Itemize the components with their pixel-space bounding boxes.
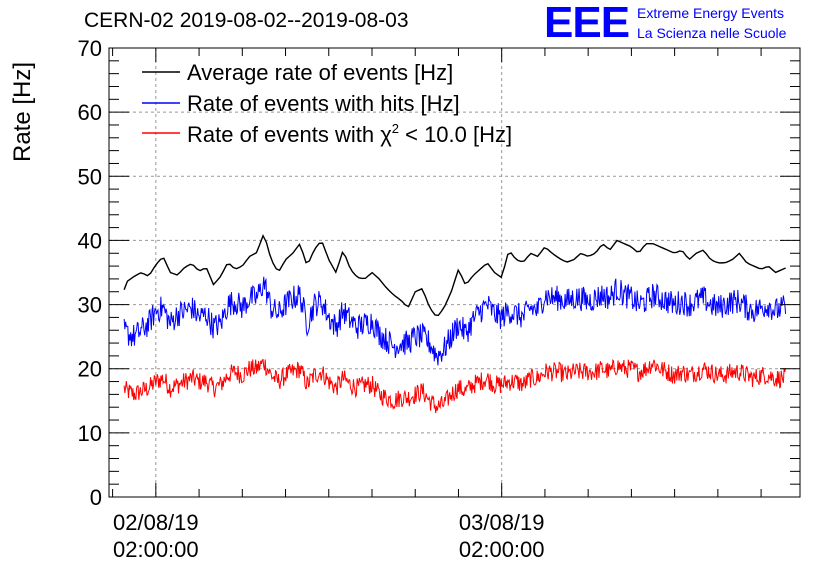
y-tick-label: 40 [78, 228, 102, 253]
series-line-average [123, 233, 786, 317]
legend-label-chi2-prefix: Rate of events with χ [187, 122, 392, 147]
y-tick-label: 60 [78, 100, 102, 125]
series-layer [123, 233, 787, 414]
legend-label-average: Average rate of events [Hz] [187, 60, 453, 85]
y-tick-label: 10 [78, 421, 102, 446]
legend-label-hits: Rate of events with hits [Hz] [187, 91, 460, 116]
logo-tagline-1: Extreme Energy Events [637, 5, 785, 21]
series-line-chi2 [123, 358, 787, 414]
y-tick-label: 70 [78, 36, 102, 61]
axes: 01020304050607002/08/1902:00:0003/08/190… [78, 36, 800, 562]
legend-label-chi2-suffix: < 10.0 [Hz] [399, 122, 512, 147]
y-tick-label: 20 [78, 357, 102, 382]
legend: Average rate of events [Hz] Rate of even… [142, 60, 512, 147]
logo-tagline-2: La Scienza nelle Scuole [637, 25, 787, 41]
chart-title: CERN-02 2019-08-02--2019-08-03 [84, 9, 409, 32]
y-axis-label: Rate [Hz] [9, 62, 36, 162]
x-tick-label-date: 02/08/19 [113, 510, 199, 535]
eee-logo: EEE [544, 0, 630, 47]
legend-label-chi2: Rate of events with χ2 < 10.0 [Hz] [187, 121, 512, 147]
y-tick-label: 0 [90, 485, 102, 510]
series-line-hits [123, 276, 787, 366]
y-tick-label: 30 [78, 293, 102, 318]
y-tick-label: 50 [78, 164, 102, 189]
grid [109, 48, 800, 497]
x-tick-label-date: 03/08/19 [459, 510, 545, 535]
x-tick-label-time: 02:00:00 [459, 537, 545, 562]
legend-label-chi2-sup: 2 [392, 121, 399, 136]
plot-frame [108, 47, 801, 498]
x-tick-label-time: 02:00:00 [113, 537, 199, 562]
